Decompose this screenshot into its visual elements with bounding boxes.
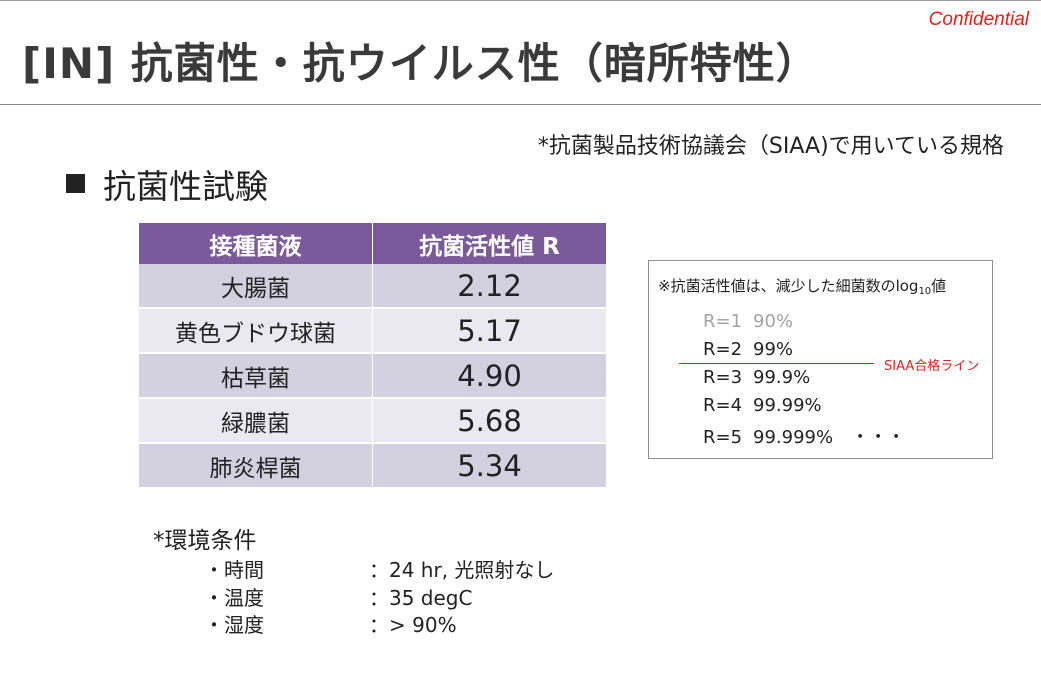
r-value-cell: 5.68: [372, 398, 606, 444]
legend-r: R=1: [703, 311, 743, 332]
table-header-row: 接種菌液 抗菌活性値 R: [139, 223, 606, 264]
section-heading-text: 抗菌性試験: [103, 167, 268, 206]
condition-label: ・湿度: [204, 613, 264, 637]
condition-label: ・時間: [204, 558, 264, 582]
bacteria-cell: 肺炎桿菌: [139, 443, 373, 489]
condition-row: ・時間 ：24 hr, 光照射なし: [204, 554, 554, 583]
legend-r: R=3: [703, 367, 743, 388]
condition-value: ：> 90%: [369, 613, 457, 637]
slide-title: [IN] 抗菌性・抗ウイルス性（暗所特性）: [22, 39, 819, 88]
square-bullet-icon: [66, 174, 85, 193]
condition-row: ・温度 ：35 degC: [204, 582, 472, 611]
legend-r: R=4: [703, 395, 743, 416]
legend-pct: 90%: [753, 311, 794, 332]
legend-pct: 99.9%: [753, 367, 811, 388]
legend-note-subscript: 10: [918, 286, 932, 297]
legend-ellipsis: ・・・: [851, 427, 906, 448]
condition-value: ：24 hr, 光照射なし: [369, 558, 555, 582]
condition-value: ：35 degC: [369, 586, 473, 610]
r-value-legend-box: ※抗菌活性値は、減少した細菌数のlog10値 R=1 90% R=2 99% SIA…: [648, 260, 993, 459]
legend-r: R=5: [703, 427, 743, 448]
title-divider: [0, 104, 1041, 105]
legend-pct: 99%: [753, 339, 794, 360]
bacteria-cell: 大腸菌: [139, 264, 373, 309]
top-border: [0, 0, 1041, 1]
r-value-cell: 2.12: [372, 264, 606, 309]
legend-row: R=3 99.9%: [703, 367, 810, 388]
legend-row: R=1 90%: [703, 311, 793, 332]
condition-row: ・湿度 ：> 90%: [204, 609, 457, 638]
legend-pct: 99.999%: [753, 427, 834, 448]
pass-line-label: SIAA合格ライン: [884, 359, 980, 374]
section-heading: 抗菌性試験: [66, 160, 268, 208]
antibacterial-table: 接種菌液 抗菌活性値 R 大腸菌 2.12 黄色ブドウ球菌 5.17 枯草菌 4…: [139, 223, 606, 489]
legend-note-suffix: 値: [931, 277, 947, 295]
table-row: 大腸菌 2.12: [139, 264, 606, 309]
legend-row: R=2 99%: [703, 339, 793, 360]
table-row: 緑膿菌 5.68: [139, 398, 606, 444]
legend-note: ※抗菌活性値は、減少した細菌数のlog10値: [658, 275, 946, 297]
r-value-cell: 5.17: [372, 308, 606, 354]
pass-line: [679, 363, 874, 364]
conditions-title: *環境条件: [153, 528, 257, 554]
legend-row: R=5 99.999% ・・・: [703, 423, 905, 449]
bacteria-cell: 枯草菌: [139, 353, 373, 399]
legend-pct: 99.99%: [753, 395, 822, 416]
legend-note-prefix: ※抗菌活性値は、減少した細菌数のlog: [658, 277, 919, 295]
legend-r: R=2: [703, 339, 743, 360]
bacteria-cell: 緑膿菌: [139, 398, 373, 444]
column-header-r-value: 抗菌活性値 R: [372, 223, 606, 264]
standard-note: *抗菌製品技術協議会（SIAA)で用いている規格: [537, 134, 1004, 159]
condition-label: ・温度: [204, 586, 264, 610]
table-row: 枯草菌 4.90: [139, 353, 606, 399]
r-value-cell: 5.34: [372, 443, 606, 489]
column-header-bacteria: 接種菌液: [139, 223, 373, 264]
legend-row: R=4 99.99%: [703, 395, 822, 416]
table-row: 肺炎桿菌 5.34: [139, 443, 606, 489]
r-value-cell: 4.90: [372, 353, 606, 399]
table-row: 黄色ブドウ球菌 5.17: [139, 308, 606, 354]
bacteria-cell: 黄色ブドウ球菌: [139, 308, 373, 354]
confidential-label: Confidential: [928, 9, 1029, 30]
